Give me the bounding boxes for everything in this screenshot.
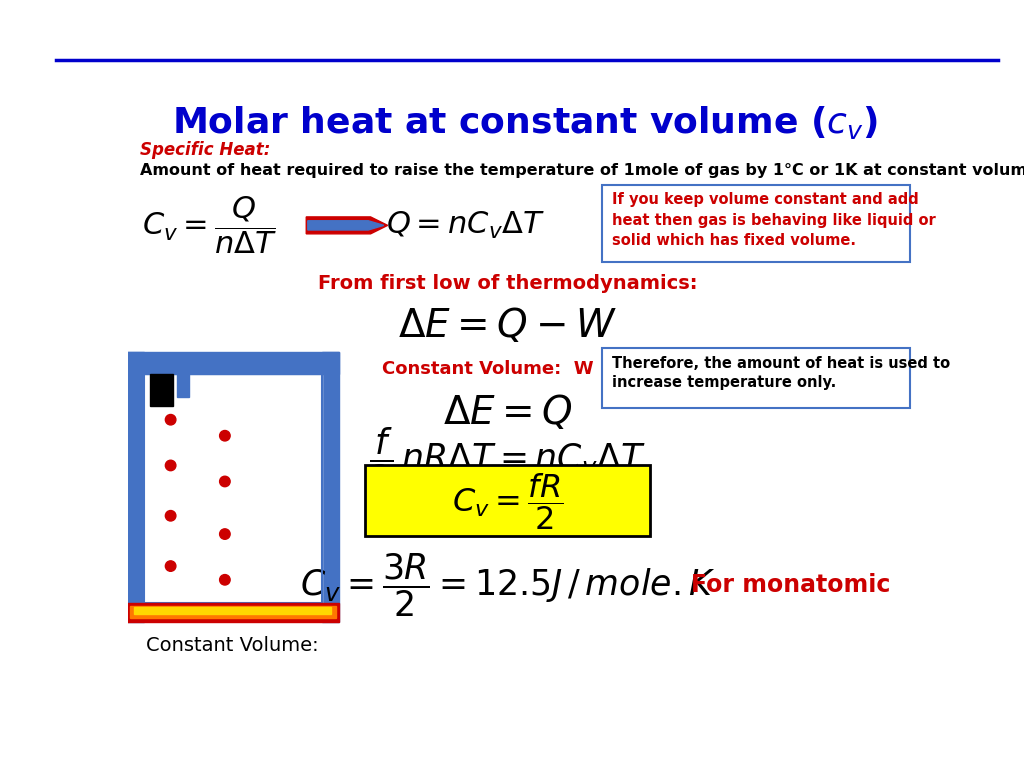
Text: From first low of thermodynamics:: From first low of thermodynamics:	[318, 273, 697, 293]
Circle shape	[165, 415, 176, 425]
FancyBboxPatch shape	[366, 465, 650, 537]
Text: $Q = nC_v\Delta T$: $Q = nC_v\Delta T$	[386, 210, 545, 241]
Text: $C_v = \dfrac{Q}{n\Delta T}$: $C_v = \dfrac{Q}{n\Delta T}$	[142, 194, 276, 257]
Bar	[126, 353, 339, 374]
Text: For monatomic: For monatomic	[691, 573, 890, 597]
Bar	[134, 607, 331, 614]
Circle shape	[219, 529, 230, 539]
FancyBboxPatch shape	[601, 184, 910, 262]
Text: $\Delta E = Q - W$: $\Delta E = Q - W$	[398, 306, 617, 345]
FancyArrow shape	[308, 220, 384, 230]
Text: Molar heat at constant volume ($c_v$): Molar heat at constant volume ($c_v$)	[172, 104, 878, 141]
Text: Therefore, the amount of heat is used to
increase temperature only.: Therefore, the amount of heat is used to…	[612, 356, 950, 390]
Bar	[322, 353, 339, 622]
FancyBboxPatch shape	[601, 348, 910, 408]
Circle shape	[165, 561, 176, 571]
FancyArrow shape	[306, 217, 388, 233]
Text: $\dfrac{f}{2}\,nR\Delta T = nC_v\Delta T$: $\dfrac{f}{2}\,nR\Delta T = nC_v\Delta T…	[370, 425, 646, 492]
Bar	[177, 365, 189, 397]
Text: $\Delta E = Q$: $\Delta E = Q$	[442, 393, 572, 432]
Text: $\mathit{C_v = \dfrac{fR}{2}}$: $\mathit{C_v = \dfrac{fR}{2}}$	[453, 471, 563, 531]
Circle shape	[219, 476, 230, 487]
Bar	[126, 603, 339, 622]
Circle shape	[219, 574, 230, 585]
Text: $C_v = \dfrac{3R}{2} = 12.5J\,/\,mole.K$: $C_v = \dfrac{3R}{2} = 12.5J\,/\,mole.K$	[300, 551, 716, 619]
Circle shape	[165, 460, 176, 471]
Text: Constant Volume:: Constant Volume:	[146, 636, 318, 654]
Text: Specific Heat:: Specific Heat:	[139, 141, 270, 159]
Bar	[143, 374, 322, 603]
Text: Constant Volume:  W = 0: Constant Volume: W = 0	[382, 360, 634, 379]
Circle shape	[165, 511, 176, 521]
Text: Amount of heat required to raise the temperature of 1mole of gas by 1°C or 1K at: Amount of heat required to raise the tem…	[139, 163, 1024, 178]
Bar	[143, 374, 322, 603]
Bar	[130, 606, 336, 618]
Circle shape	[219, 431, 230, 441]
Text: If you keep volume constant and add
heat then gas is behaving like liquid or
sol: If you keep volume constant and add heat…	[612, 192, 936, 248]
Bar	[126, 353, 143, 622]
Bar	[150, 374, 173, 406]
